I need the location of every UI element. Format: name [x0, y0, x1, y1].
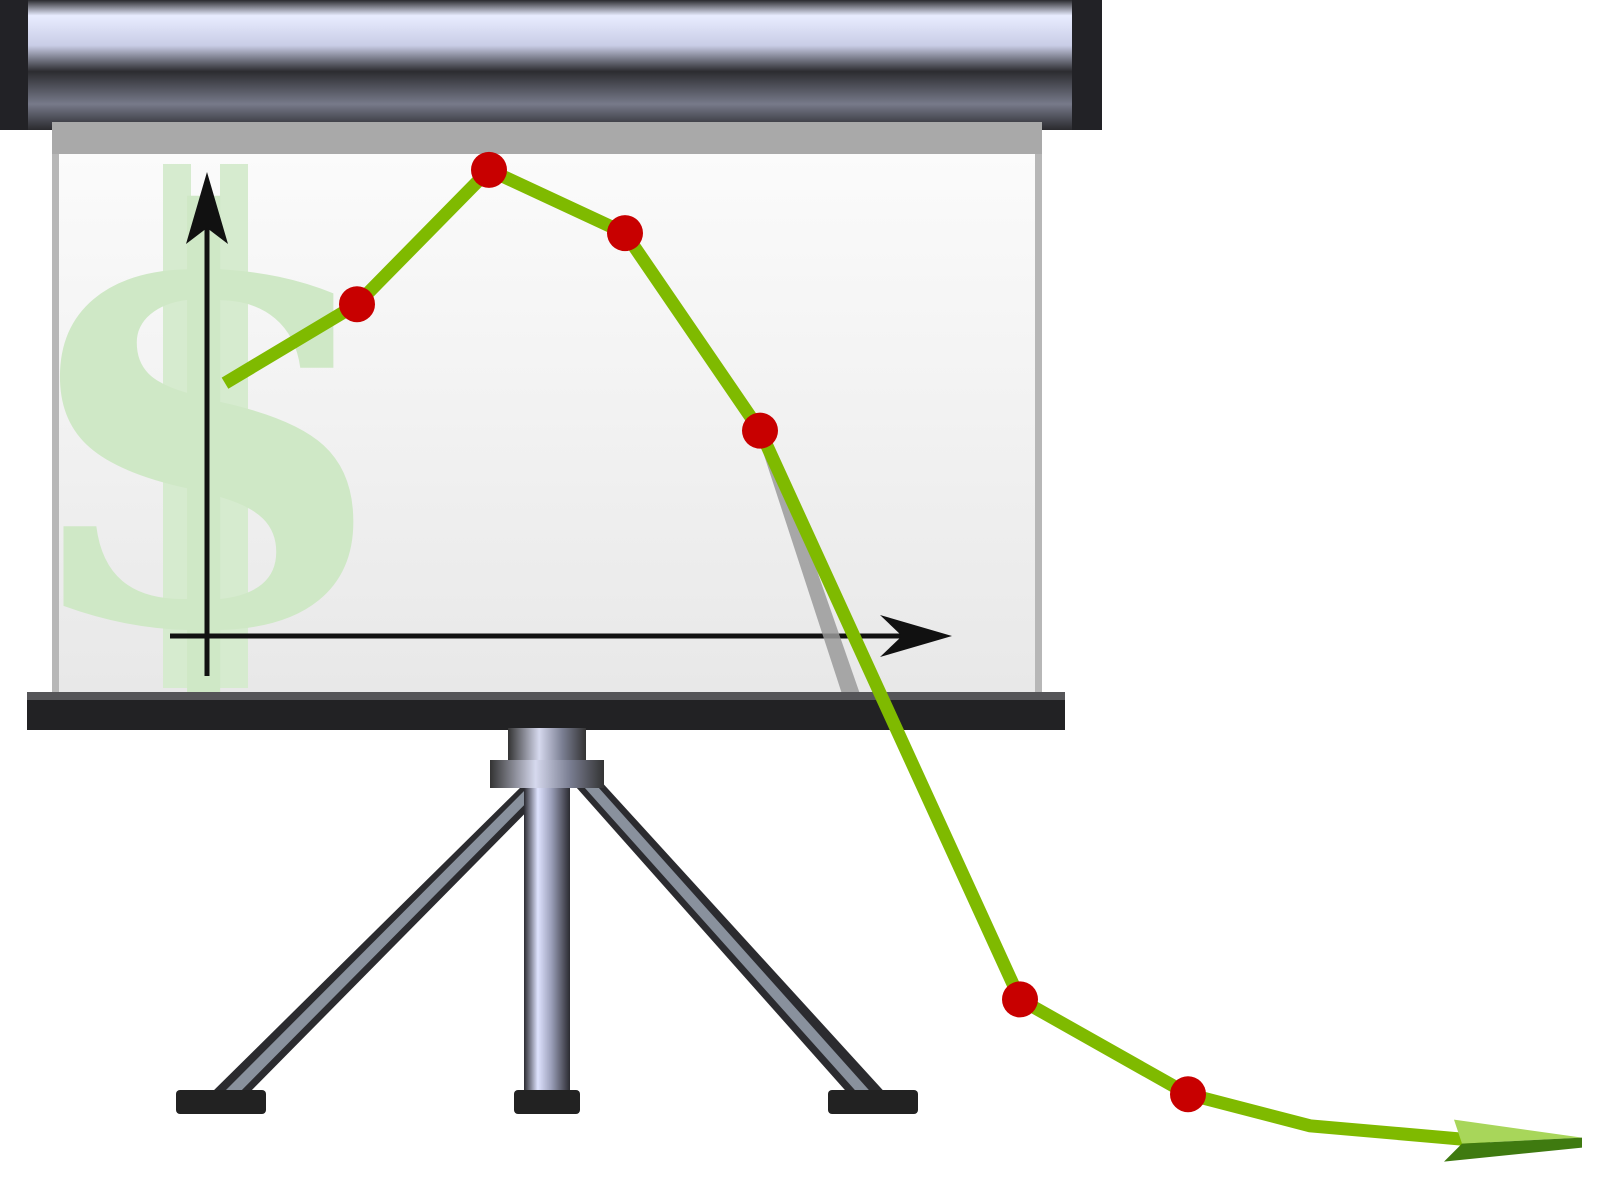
line-shadow [763, 452, 860, 694]
tripod-center-pole [524, 784, 570, 1094]
screen-top-band [52, 122, 1042, 154]
screen-roller [0, 0, 1102, 130]
data-marker-2 [471, 151, 507, 188]
data-marker-5 [1002, 981, 1038, 1018]
tripod-foot-right [828, 1090, 918, 1114]
line-chart [221, 151, 1582, 1162]
data-marker-1 [339, 286, 375, 323]
roller-left-cap [0, 0, 28, 130]
data-marker-6 [1170, 1076, 1206, 1113]
data-marker-4 [742, 412, 778, 449]
arrowhead-lower [1444, 1137, 1582, 1162]
tripod-mount [508, 728, 586, 764]
projection-screen [52, 122, 1042, 694]
data-marker-3 [607, 215, 643, 252]
data-markers [339, 151, 1206, 1113]
tripod-stand [176, 728, 918, 1114]
chart-axes [170, 172, 952, 676]
dollar-bar-right [220, 164, 248, 688]
screen-bottom-bar [27, 692, 1065, 730]
arrowhead-upper [1454, 1119, 1582, 1144]
dollar-bar-left [163, 164, 191, 688]
tripod-foot-center [514, 1090, 580, 1114]
tripod-foot-left [176, 1090, 266, 1114]
roller-right-cap [1072, 0, 1102, 130]
x-axis-arrowhead [880, 615, 952, 657]
trend-arrowhead [1444, 1119, 1582, 1162]
tripod-collar [490, 760, 604, 788]
y-axis-arrowhead [186, 172, 228, 244]
